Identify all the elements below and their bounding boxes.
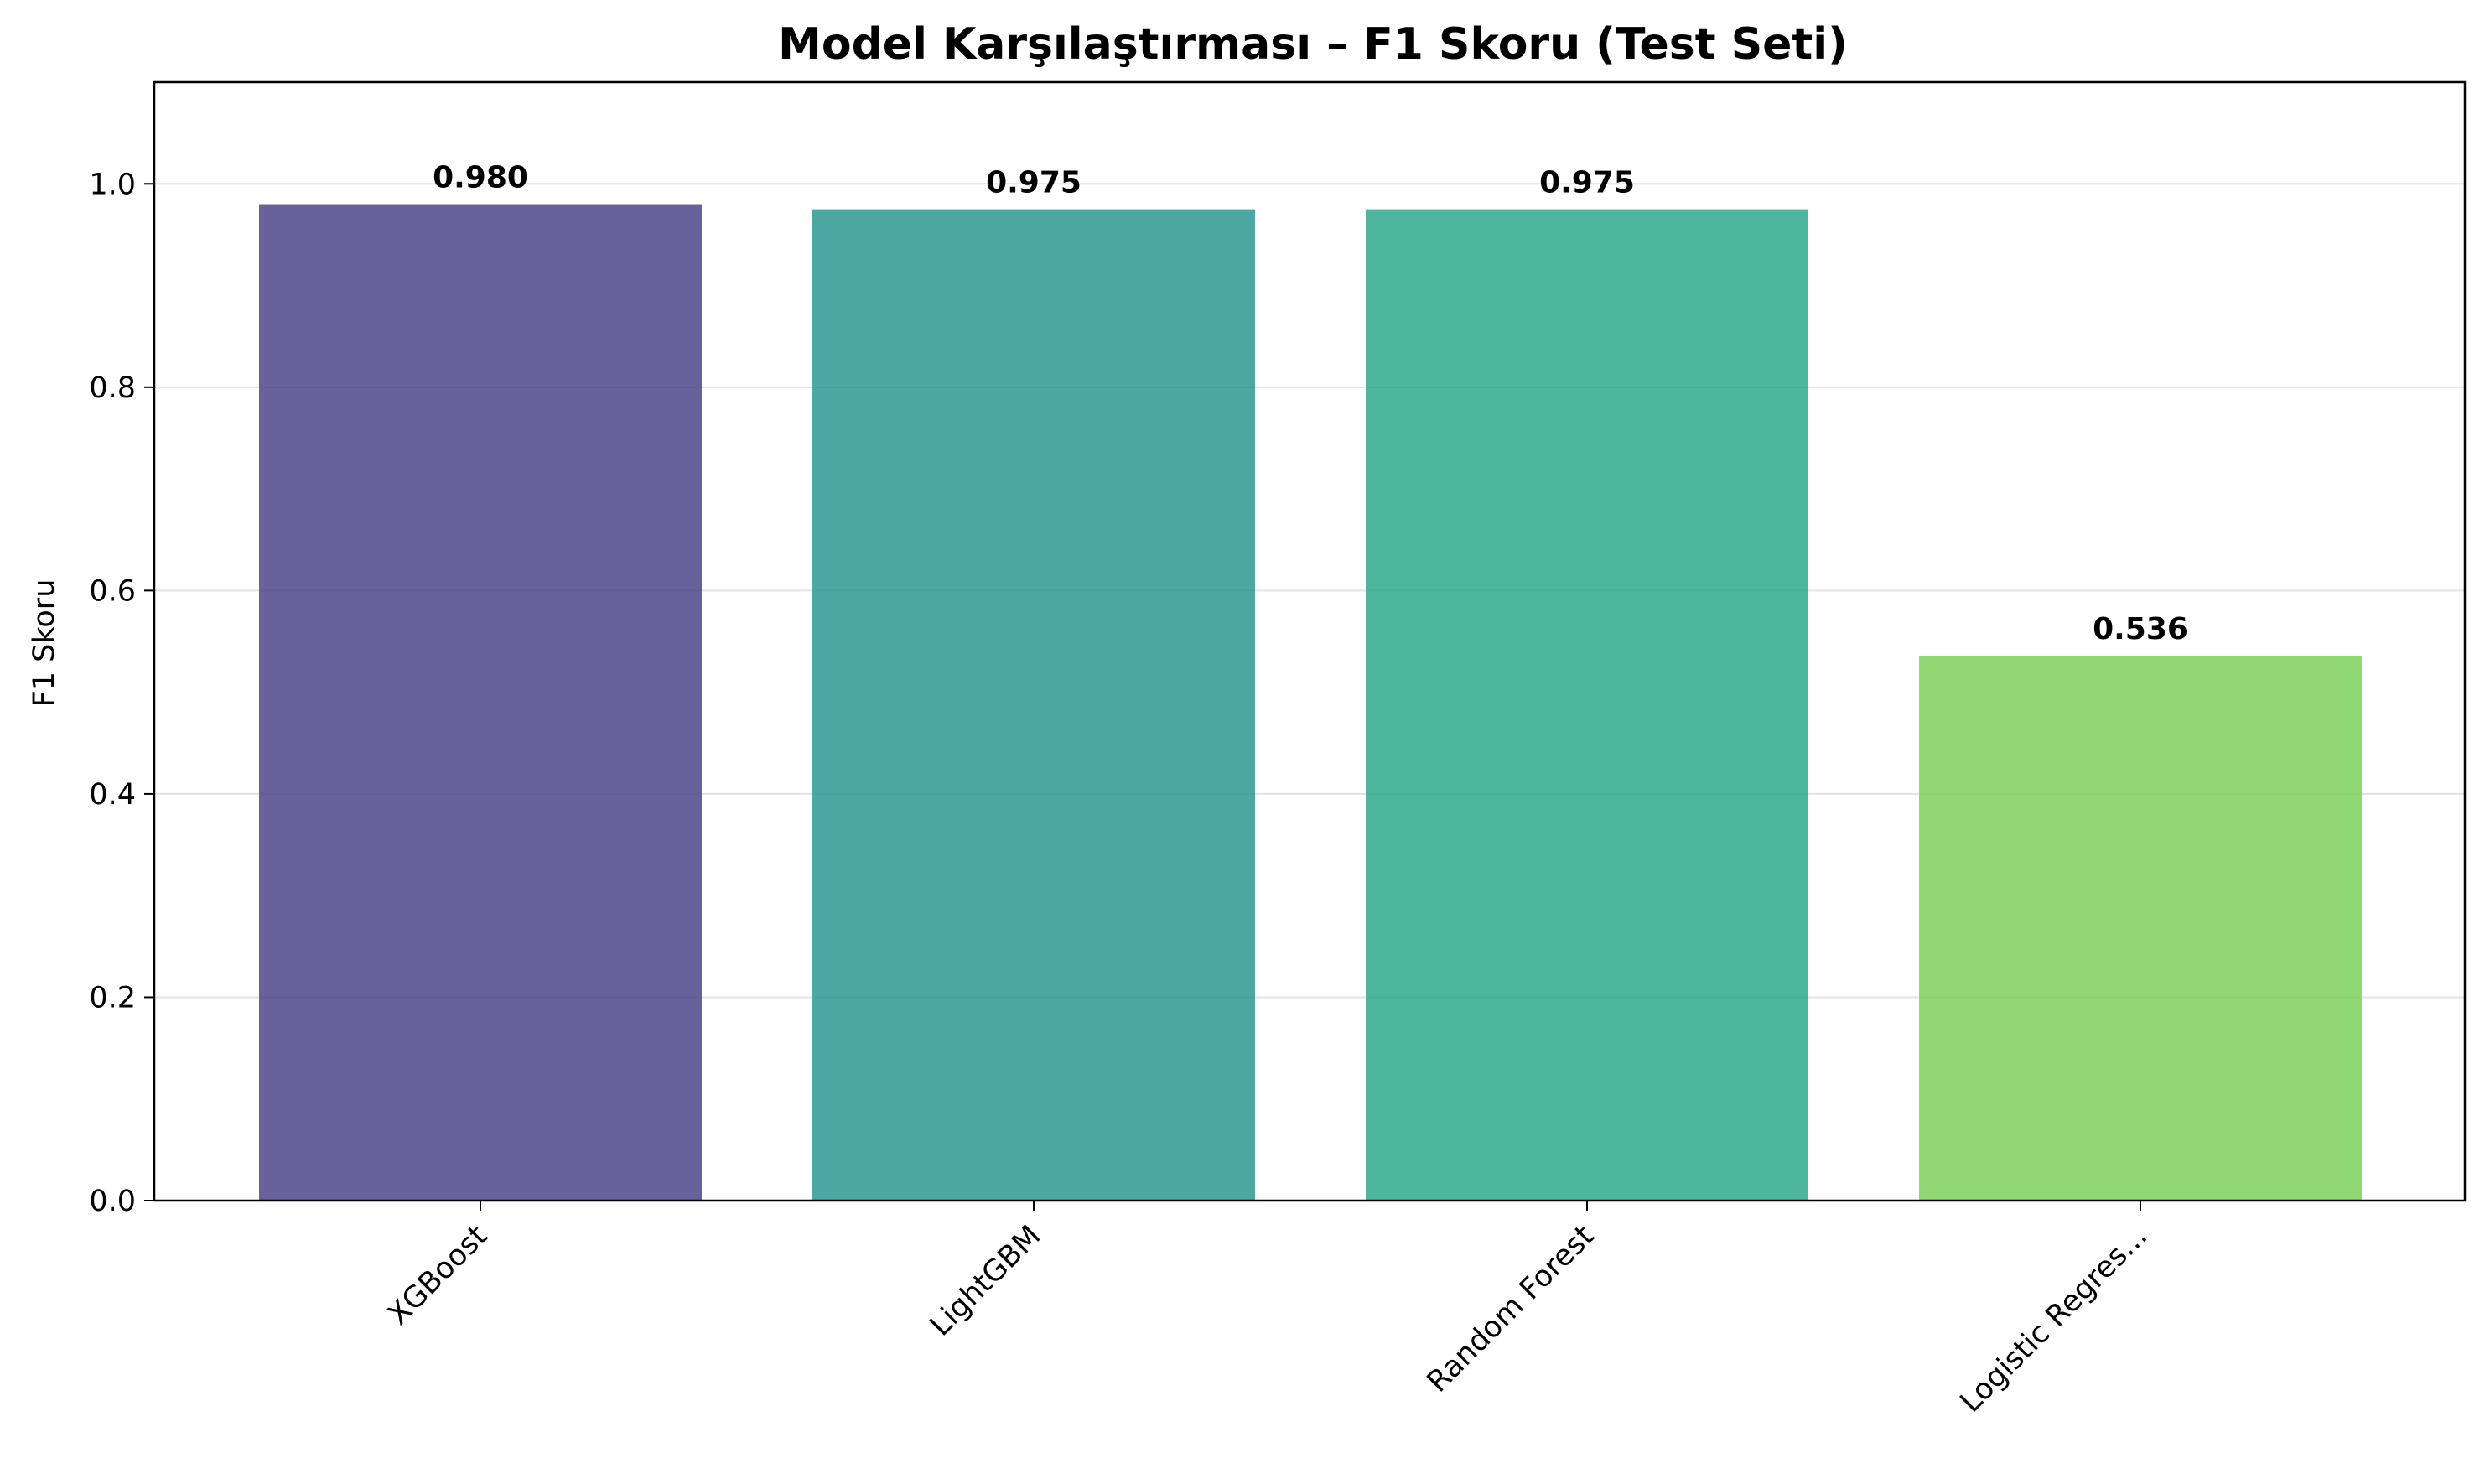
y-tick-label: 0.8 [89, 371, 136, 405]
bar [1366, 209, 1808, 1201]
bars [259, 204, 2362, 1201]
y-tick-label: 1.0 [89, 168, 136, 201]
y-axis-label: F1 Skoru [28, 579, 61, 708]
bar [812, 209, 1255, 1201]
plot-frame [153, 80, 2467, 1202]
bar-value-label: 0.975 [1539, 166, 1635, 200]
bar-value-labels: 0.980 0.975 0.975 0.536 [433, 161, 2188, 646]
y-tick-label: 0.6 [89, 574, 136, 608]
y-tick-label: 0.2 [89, 981, 136, 1014]
bar [259, 204, 702, 1201]
y-axis: 0.0 0.2 0.4 0.6 0.8 1.0 [89, 168, 154, 1218]
y-tick-label: 0.4 [89, 778, 136, 812]
chart-title: Model Karşılaştırması – F1 Skoru (Test S… [778, 19, 1848, 70]
bar-value-label: 0.536 [2093, 612, 2188, 646]
bar [1919, 655, 2362, 1201]
y-tick-label: 0.0 [89, 1185, 136, 1218]
bar-value-label: 0.980 [433, 161, 528, 195]
bar-value-label: 0.975 [986, 166, 1082, 200]
